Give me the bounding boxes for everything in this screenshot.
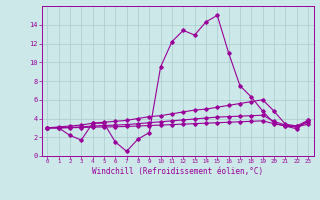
X-axis label: Windchill (Refroidissement éolien,°C): Windchill (Refroidissement éolien,°C) — [92, 167, 263, 176]
